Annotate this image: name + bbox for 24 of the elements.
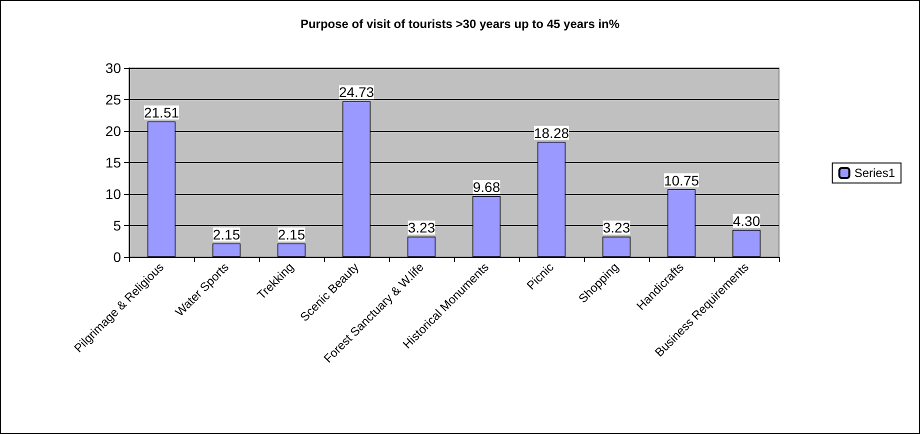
bar: [732, 230, 760, 257]
data-label: 2.15: [212, 226, 240, 242]
data-label: 9.68: [472, 179, 500, 196]
bar: [278, 243, 306, 257]
y-tick-label: 25: [105, 92, 122, 108]
bar: [408, 236, 436, 257]
y-tick-label: 20: [105, 123, 122, 139]
y-tick-label: 0: [113, 249, 122, 265]
data-label: 21.51: [144, 104, 180, 120]
y-tick-label: 30: [105, 60, 122, 76]
y-tick-label: 10: [105, 186, 122, 202]
y-tick-label: 15: [105, 154, 122, 170]
data-label: 24.73: [338, 84, 374, 100]
chart-title: Purpose of visit of tourists >30 years up to 45 years in%: [300, 17, 620, 31]
data-label: 3.23: [408, 220, 436, 236]
bar: [602, 236, 630, 257]
data-label: 10.75: [664, 172, 700, 188]
data-label: 2.15: [278, 226, 306, 242]
legend-label: Series1: [854, 166, 896, 180]
data-label: 3.23: [602, 220, 630, 236]
y-tick-label: 5: [113, 218, 122, 234]
data-label: 4.30: [732, 212, 760, 229]
data-label: 18.28: [534, 124, 570, 141]
bar: [212, 243, 240, 257]
